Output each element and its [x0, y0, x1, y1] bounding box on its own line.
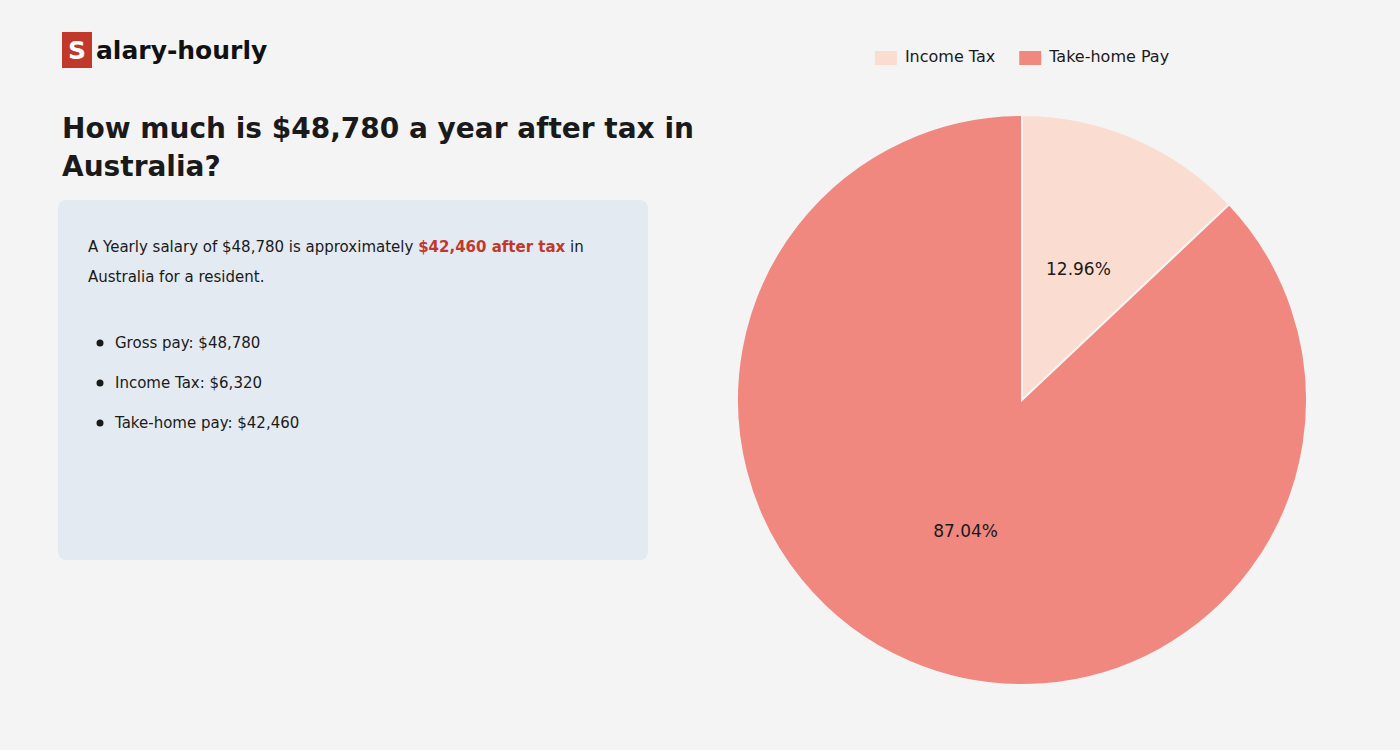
legend-item: Take-home Pay — [1019, 47, 1169, 66]
info-box — [58, 200, 648, 560]
data-labels: 12.96% 87.04% — [933, 259, 1111, 541]
data-label: 87.04% — [933, 521, 998, 541]
logo-letter: S — [68, 36, 86, 65]
bullet-text: Take-home pay: $42,460 — [114, 414, 299, 432]
description-highlight: $42,460 after tax — [418, 238, 565, 256]
pie — [737, 115, 1307, 685]
title: Australia? — [62, 150, 221, 183]
description: Australia for a resident. — [88, 268, 264, 286]
description: A Yearly salary of $48,780 is approximat… — [88, 238, 584, 256]
logo-box — [62, 32, 92, 68]
logo: Salary-hourly — [62, 32, 267, 68]
legend-label: Take-home Pay — [1048, 47, 1169, 66]
legend-label: Income Tax — [905, 47, 995, 66]
bullet-dot — [97, 340, 104, 347]
data-label: 12.96% — [1046, 259, 1111, 279]
legend: Income Tax Take-home Pay — [875, 47, 1169, 66]
bullet-dot — [97, 380, 104, 387]
legend-swatch — [875, 51, 897, 65]
legend-swatch — [1019, 51, 1041, 65]
legend-item: Income Tax — [875, 47, 995, 66]
description-text: in — [565, 238, 583, 256]
title: How much is $48,780 a year after tax in — [62, 112, 694, 145]
logo-text: alary-hourly — [96, 36, 267, 65]
pie-slice — [737, 115, 1307, 685]
description-text: A Yearly salary of $48,780 is approximat… — [88, 238, 418, 256]
bullet-dot — [97, 420, 104, 427]
bullet-text: Income Tax: $6,320 — [115, 374, 262, 392]
canvas: Salary-hourly How much is $48,780 a year … — [0, 0, 1400, 750]
bullet-text: Gross pay: $48,780 — [115, 334, 260, 352]
